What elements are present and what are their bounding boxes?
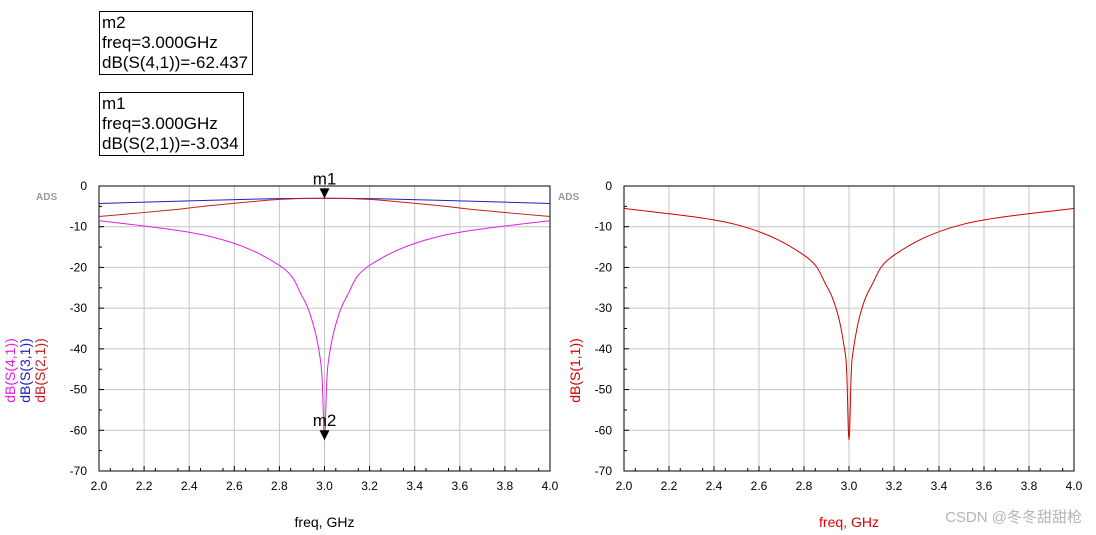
x-tick-label: 2.4 [706,479,723,493]
marker-triangle-m2 [319,430,330,441]
marker-label-m2: m2 [313,411,337,430]
marker-freq: freq=3.000GHz [102,33,218,52]
y-axis-series-label: dB(S(2,1)) [32,338,48,403]
y-tick-label: -60 [595,423,613,437]
y-tick-label: -30 [70,301,88,315]
y-tick-label: -20 [595,260,613,274]
x-tick-label: 3.4 [406,479,423,493]
x-tick-label: 2.4 [181,479,198,493]
x-tick-label: 3.6 [451,479,468,493]
x-tick-label: 2.2 [136,479,153,493]
x-tick-label: 3.2 [361,479,378,493]
series-line-dB(S(2,1)) [99,197,550,218]
marker-value: dB(S(4,1))=-62.437 [102,53,248,72]
x-tick-label: 2.6 [751,479,768,493]
marker-readout-m2: m2 freq=3.000GHz dB(S(4,1))=-62.437 [99,11,253,75]
x-tick-label: 3.8 [1021,479,1038,493]
y-tick-label: -10 [70,220,88,234]
y-tick-label: 0 [80,179,87,193]
series-line-dB(S(1,1)) [624,207,1074,441]
x-tick-label: 3.0 [316,479,333,493]
x-tick-label: 3.4 [931,479,948,493]
y-tick-label: -10 [595,220,613,234]
x-tick-label: 2.2 [661,479,678,493]
x-tick-label: 3.2 [886,479,903,493]
x-tick-label: 3.8 [497,479,514,493]
marker-triangle-m1 [319,188,330,199]
marker-name: m2 [102,13,126,32]
y-tick-label: -70 [70,464,88,478]
y-axis-series-label: dB(S(1,1)) [567,338,583,403]
y-tick-label: -40 [70,342,88,356]
x-axis-label: freq, GHz [819,514,879,530]
y-tick-label: 0 [605,179,612,193]
y-tick-label: -50 [70,383,88,397]
marker-readout-m1: m1 freq=3.000GHz dB(S(2,1))=-3.034 [99,92,244,156]
x-tick-label: 2.6 [226,479,243,493]
marker-label-m1: m1 [313,169,337,188]
y-tick-label: -40 [595,342,613,356]
x-tick-label: 2.0 [91,479,108,493]
ads-label: ADS [558,192,579,203]
x-tick-label: 3.0 [841,479,858,493]
x-tick-label: 2.8 [796,479,813,493]
y-tick-label: -20 [70,260,88,274]
x-tick-label: 2.0 [616,479,633,493]
series-line-dB(S(4,1)) [99,220,550,441]
x-tick-label: 4.0 [1066,479,1083,493]
y-tick-label: -30 [595,301,613,315]
ads-label: ADS [36,192,57,203]
x-axis-label: freq, GHz [295,514,355,530]
x-tick-label: 4.0 [542,479,559,493]
chart-1: 2.0 2.2 2.4 2.6 2.8 3.0 3.2 3.4 3.6 3.8 4.0 0 -10 -20… [2,169,559,530]
marker-freq: freq=3.000GHz [102,114,218,133]
y-axis-series-label: dB(S(3,1)) [17,338,33,403]
watermark: CSDN @冬冬甜甜枪 [945,509,1082,526]
y-tick-label: -70 [595,464,613,478]
marker-name: m1 [102,94,126,113]
y-tick-label: -60 [70,423,88,437]
y-tick-label: -50 [595,383,613,397]
x-tick-label: 2.8 [271,479,288,493]
chart-2: 2.0 2.2 2.4 2.6 2.8 3.0 3.2 3.4 3.6 3.8 4.0 0 -10 -20… [558,179,1083,530]
x-tick-label: 3.6 [976,479,993,493]
marker-value: dB(S(2,1))=-3.034 [102,134,239,153]
y-axis-series-label: dB(S(4,1)) [2,338,18,403]
